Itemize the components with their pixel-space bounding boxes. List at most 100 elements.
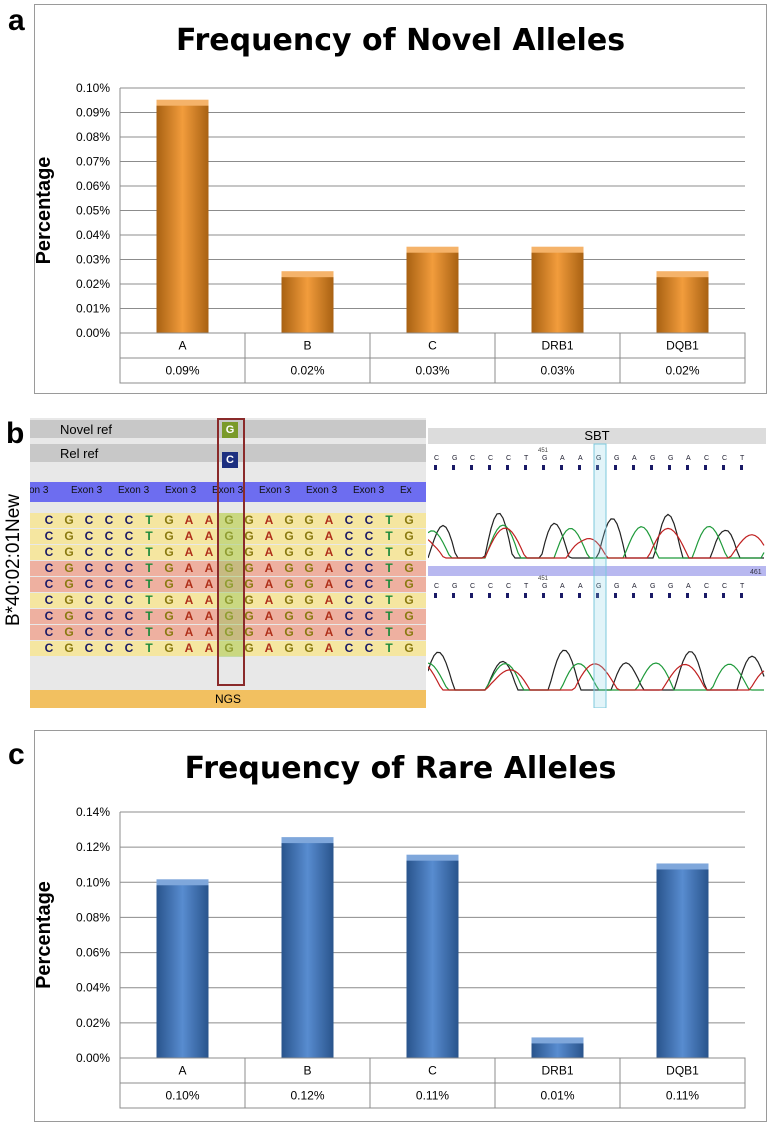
base-call: C: [124, 529, 134, 543]
base-call: G: [224, 641, 234, 655]
base-call: A: [264, 529, 274, 543]
base-call: C: [84, 577, 94, 591]
base-call: A: [324, 641, 334, 655]
base-call: G: [404, 593, 414, 607]
y-tick-label: 0.00%: [76, 1051, 110, 1065]
bar-cap: [281, 271, 334, 278]
table-value: 0.03%: [540, 364, 574, 378]
novel-ref-label: Novel ref: [60, 422, 113, 437]
sbt-quality-tick: [704, 593, 707, 598]
sbt-base-call: A: [686, 583, 691, 590]
sbt-base-call: T: [524, 455, 529, 462]
base-call: T: [145, 625, 153, 639]
table-value: 0.02%: [665, 364, 699, 378]
sbt-quality-tick: [578, 465, 581, 470]
base-call: A: [184, 561, 194, 575]
base-call: G: [64, 577, 74, 591]
sbt-quality-tick: [686, 465, 689, 470]
base-call: A: [204, 577, 214, 591]
base-call: C: [84, 625, 94, 639]
base-call: C: [104, 513, 114, 527]
sbt-quality-tick: [506, 465, 509, 470]
base-call: T: [385, 625, 393, 639]
base-call: A: [264, 625, 274, 639]
y-tick-label: 0.03%: [76, 253, 110, 267]
novel-ref-base: G: [222, 422, 238, 438]
base-call: G: [224, 593, 234, 607]
sbt-base-call: G: [614, 455, 619, 462]
base-call: G: [304, 609, 314, 623]
base-call: A: [204, 625, 214, 639]
base-call: G: [304, 577, 314, 591]
base-call: G: [304, 561, 314, 575]
y-tick-label: 0.10%: [76, 81, 110, 95]
sbt-base-call: C: [506, 455, 511, 462]
base-call: C: [104, 641, 114, 655]
base-call: T: [385, 513, 393, 527]
y-axis-label: Percentage: [33, 881, 55, 989]
base-call: C: [364, 641, 374, 655]
y-tick-label: 0.00%: [76, 326, 110, 340]
base-call: G: [164, 577, 174, 591]
table-value: 0.03%: [415, 364, 449, 378]
panel-letter-c: c: [8, 738, 25, 771]
sbt-quality-tick: [740, 593, 743, 598]
base-call: C: [344, 561, 354, 575]
base-call: G: [404, 609, 414, 623]
base-call: A: [184, 641, 194, 655]
sbt-quality-tick: [740, 465, 743, 470]
sbt-base-call: G: [596, 455, 601, 462]
base-call: G: [284, 577, 294, 591]
bar: [281, 274, 334, 333]
base-call: G: [284, 641, 294, 655]
sbt-base-call: C: [704, 583, 709, 590]
sbt-base-call: G: [452, 455, 457, 462]
sbt-quality-tick: [470, 593, 473, 598]
base-call: A: [184, 625, 194, 639]
base-call: T: [385, 545, 393, 559]
base-call: C: [364, 625, 374, 639]
base-call: C: [104, 545, 114, 559]
base-call: C: [344, 625, 354, 639]
sbt-base-call: A: [632, 455, 637, 462]
base-call: G: [284, 545, 294, 559]
sbt-variant-highlight: [593, 443, 607, 708]
base-call: C: [344, 641, 354, 655]
base-call: T: [385, 593, 393, 607]
sbt-base-call: C: [434, 455, 439, 462]
base-call: C: [364, 529, 374, 543]
novel-alleles-chart-title: Frequency of Novel Alleles: [175, 23, 626, 58]
sbt-base-call: C: [470, 455, 475, 462]
sbt-base-call: C: [506, 583, 511, 590]
bar-cap: [281, 837, 334, 844]
sbt-quality-tick: [452, 593, 455, 598]
sbt-quality-tick: [668, 593, 671, 598]
sbt-quality-tick: [524, 593, 527, 598]
bar: [656, 866, 709, 1058]
base-call: A: [264, 545, 274, 559]
base-call: T: [145, 561, 153, 575]
novel-alleles-chart-frame: Frequency of Novel Alleles: [34, 4, 767, 394]
base-call: T: [145, 513, 153, 527]
base-call: A: [184, 593, 194, 607]
category-label: DRB1: [541, 1064, 573, 1078]
sbt-divider-bar: [428, 566, 766, 576]
base-call: C: [124, 545, 134, 559]
base-call: C: [364, 545, 374, 559]
base-call: G: [404, 545, 414, 559]
base-call: C: [84, 545, 94, 559]
base-call: C: [124, 561, 134, 575]
y-tick-label: 0.04%: [76, 981, 110, 995]
exon-label: Exon 3: [212, 485, 244, 496]
variant-column-highlight: [219, 513, 243, 657]
base-call: C: [104, 529, 114, 543]
sbt-base-call: G: [650, 455, 655, 462]
base-call: G: [64, 561, 74, 575]
table-value: 0.11%: [666, 1089, 699, 1103]
sbt-base-call: C: [470, 583, 475, 590]
base-call: G: [224, 625, 234, 639]
sbt-quality-tick: [488, 593, 491, 598]
